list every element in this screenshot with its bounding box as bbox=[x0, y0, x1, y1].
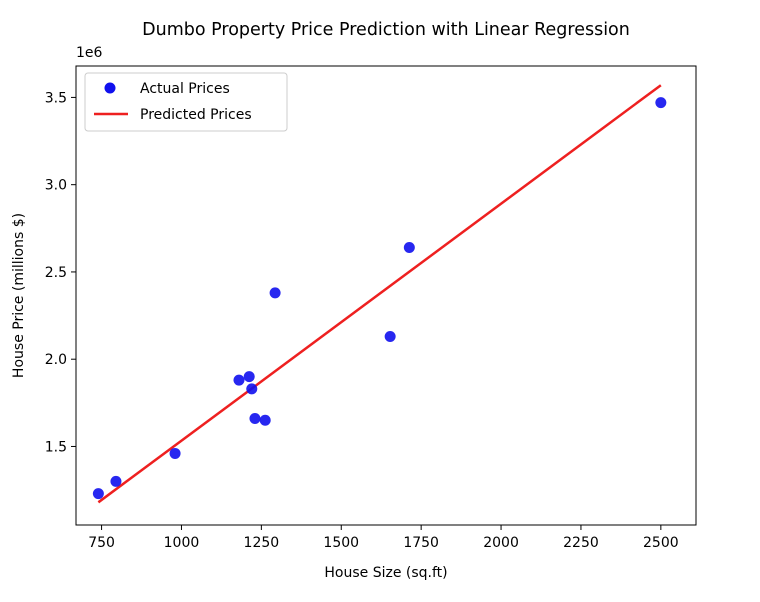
x-axis-label: House Size (sq.ft) bbox=[324, 565, 447, 581]
data-point bbox=[259, 414, 271, 426]
x-tick-label: 750 bbox=[88, 535, 115, 551]
x-tick-label: 1000 bbox=[164, 535, 200, 551]
legend: Actual Prices Predicted Prices bbox=[84, 72, 288, 132]
y-offset-label: 1e6 bbox=[76, 45, 103, 61]
legend-label-predicted-prices: Predicted Prices bbox=[140, 107, 252, 123]
y-tick-label: 1.5 bbox=[45, 439, 67, 455]
y-tick-label: 3.5 bbox=[45, 90, 67, 106]
y-tick-label: 2.5 bbox=[45, 265, 67, 281]
data-point bbox=[246, 383, 258, 395]
data-point bbox=[249, 413, 261, 425]
chart-title: Dumbo Property Price Prediction with Lin… bbox=[142, 20, 630, 40]
data-point bbox=[92, 488, 104, 500]
data-point bbox=[403, 242, 415, 254]
actual-prices-series bbox=[92, 97, 667, 500]
y-tick-label: 3.0 bbox=[45, 178, 67, 194]
data-point bbox=[169, 447, 181, 459]
x-tick-label: 2250 bbox=[563, 535, 599, 551]
x-tick-label: 2000 bbox=[483, 535, 519, 551]
x-axis-ticks: 750 1000 1250 1500 1750 2000 2250 2500 bbox=[88, 525, 679, 551]
data-point bbox=[243, 371, 255, 383]
x-tick-label: 1750 bbox=[403, 535, 439, 551]
data-point bbox=[233, 374, 245, 386]
plot-frame bbox=[75, 65, 697, 526]
x-tick-label: 1250 bbox=[244, 535, 280, 551]
y-axis-ticks: 1.5 2.0 2.5 3.0 3.5 bbox=[45, 90, 76, 455]
legend-label-actual-prices: Actual Prices bbox=[140, 81, 230, 97]
plot-area: 750 1000 1250 1500 1750 2000 2250 2500 1.5 2.0 2.… bbox=[45, 65, 697, 551]
data-point bbox=[110, 475, 122, 487]
predicted-prices-series bbox=[97, 84, 662, 504]
y-axis-label: House Price (millions $) bbox=[11, 213, 27, 378]
data-point bbox=[269, 287, 281, 299]
data-point bbox=[655, 97, 667, 109]
y-tick-label: 2.0 bbox=[45, 352, 67, 368]
legend-marker-actual-prices bbox=[104, 82, 116, 94]
x-tick-label: 2500 bbox=[643, 535, 679, 551]
x-tick-label: 1500 bbox=[323, 535, 359, 551]
data-point bbox=[384, 331, 396, 343]
regression-line bbox=[97, 84, 662, 504]
legend-box bbox=[84, 72, 288, 132]
